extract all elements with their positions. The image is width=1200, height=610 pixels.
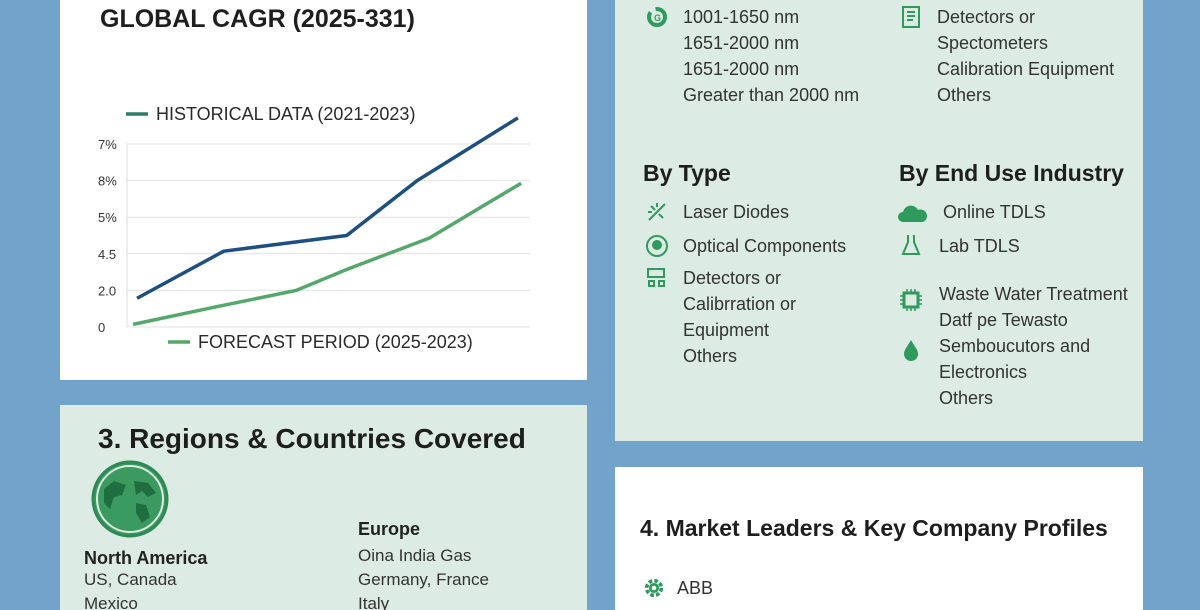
list-item: Spectometers (937, 30, 1114, 56)
y-tick-label: 4.5 (98, 247, 116, 262)
y-tick-label: 2.0 (98, 283, 116, 298)
svg-text:G: G (654, 13, 661, 23)
by-type-list: Laser Diodes Optical Components Detector… (683, 199, 846, 369)
list-item: Semboucutors and (939, 333, 1128, 359)
europe-list: Oina India Gas Germany, France Italy (358, 544, 489, 610)
globe-icon (90, 459, 170, 539)
company-abb[interactable]: ABB (677, 575, 713, 601)
by-type-title: By Type (643, 160, 731, 187)
regions-card: 3. Regions & Countries Covered North Ame… (60, 405, 587, 610)
list-item: Others (939, 385, 1128, 411)
leaders-card: 4. Market Leaders & Key Company Profiles… (615, 467, 1143, 610)
list-item: Lab TDLS (939, 233, 1128, 259)
north-america-title: North America (84, 548, 207, 569)
component-list: Detectors or Spectometers Calibration Eq… (937, 4, 1114, 108)
list-item: Calibrration or (683, 291, 846, 317)
legend-label: HISTORICAL DATA (2021-2023) (156, 104, 415, 124)
legend-label: FORECAST PERIOD (2025-2023) (198, 332, 473, 352)
list-item: Electronics (939, 359, 1128, 385)
list-item: Greater than 2000 nm (683, 82, 859, 108)
gear-icon (643, 577, 665, 599)
by-industry-title: By End Use Industry (899, 160, 1124, 187)
list-item: Italy (358, 592, 489, 610)
list-item: Others (683, 343, 846, 369)
leaders-title: 4. Market Leaders & Key Company Profiles (640, 515, 1108, 542)
y-tick-label: 8% (98, 174, 117, 189)
y-tick-label: 7% (98, 137, 117, 152)
list-item: Mexico (84, 592, 177, 610)
document-icon (899, 5, 923, 29)
list-item: 1001-1650 nm (683, 4, 859, 30)
list-item: Calibration Equipment (937, 56, 1114, 82)
series-line-historical (137, 118, 518, 298)
list-item: Equipment (683, 317, 846, 343)
list-item: Detectors or (937, 4, 1114, 30)
wavelength-list: 1001-1650 nm 1651-2000 nm 1651-2000 nm G… (683, 4, 859, 108)
laser-icon (645, 200, 669, 224)
list-item: Laser Diodes (683, 199, 846, 225)
north-america-list: US, Canada Mexico (84, 568, 177, 610)
cloud-icon (897, 202, 929, 226)
list-item: US, Canada (84, 568, 177, 592)
list-item: Detectors or (683, 265, 846, 291)
list-item: Online TDLS (943, 199, 1128, 225)
regions-title: 3. Regions & Countries Covered (98, 423, 526, 455)
optical-icon (645, 234, 669, 258)
list-item: Oina India Gas (358, 544, 489, 568)
europe-title: Europe (358, 519, 420, 540)
list-item: Waste Water Treatment (939, 281, 1128, 307)
list-item: Optical Components (683, 233, 846, 259)
chip-icon (899, 288, 923, 312)
detector-icon (645, 266, 669, 290)
y-tick-label: 5% (98, 210, 117, 225)
list-item: Datf pe Tewasto (939, 307, 1128, 333)
cagr-line-chart: 0 2.0 4.5 5% 8% 7% HISTORICAL DATA (2021-2023)… (60, 0, 587, 380)
y-tick-label: 0 (98, 320, 105, 335)
list-item: 1651-2000 nm (683, 30, 859, 56)
wavelength-gear-icon: G (645, 5, 669, 29)
water-drop-icon (899, 338, 923, 362)
flask-icon (899, 233, 923, 257)
list-item: Others (937, 82, 1114, 108)
list-item: 1651-2000 nm (683, 56, 859, 82)
by-industry-list: Online TDLS Lab TDLS Waste Water Treatme… (939, 199, 1128, 411)
segments-card: G 1001-1650 nm 1651-2000 nm 1651-2000 nm… (615, 0, 1143, 441)
list-item: Germany, France (358, 568, 489, 592)
